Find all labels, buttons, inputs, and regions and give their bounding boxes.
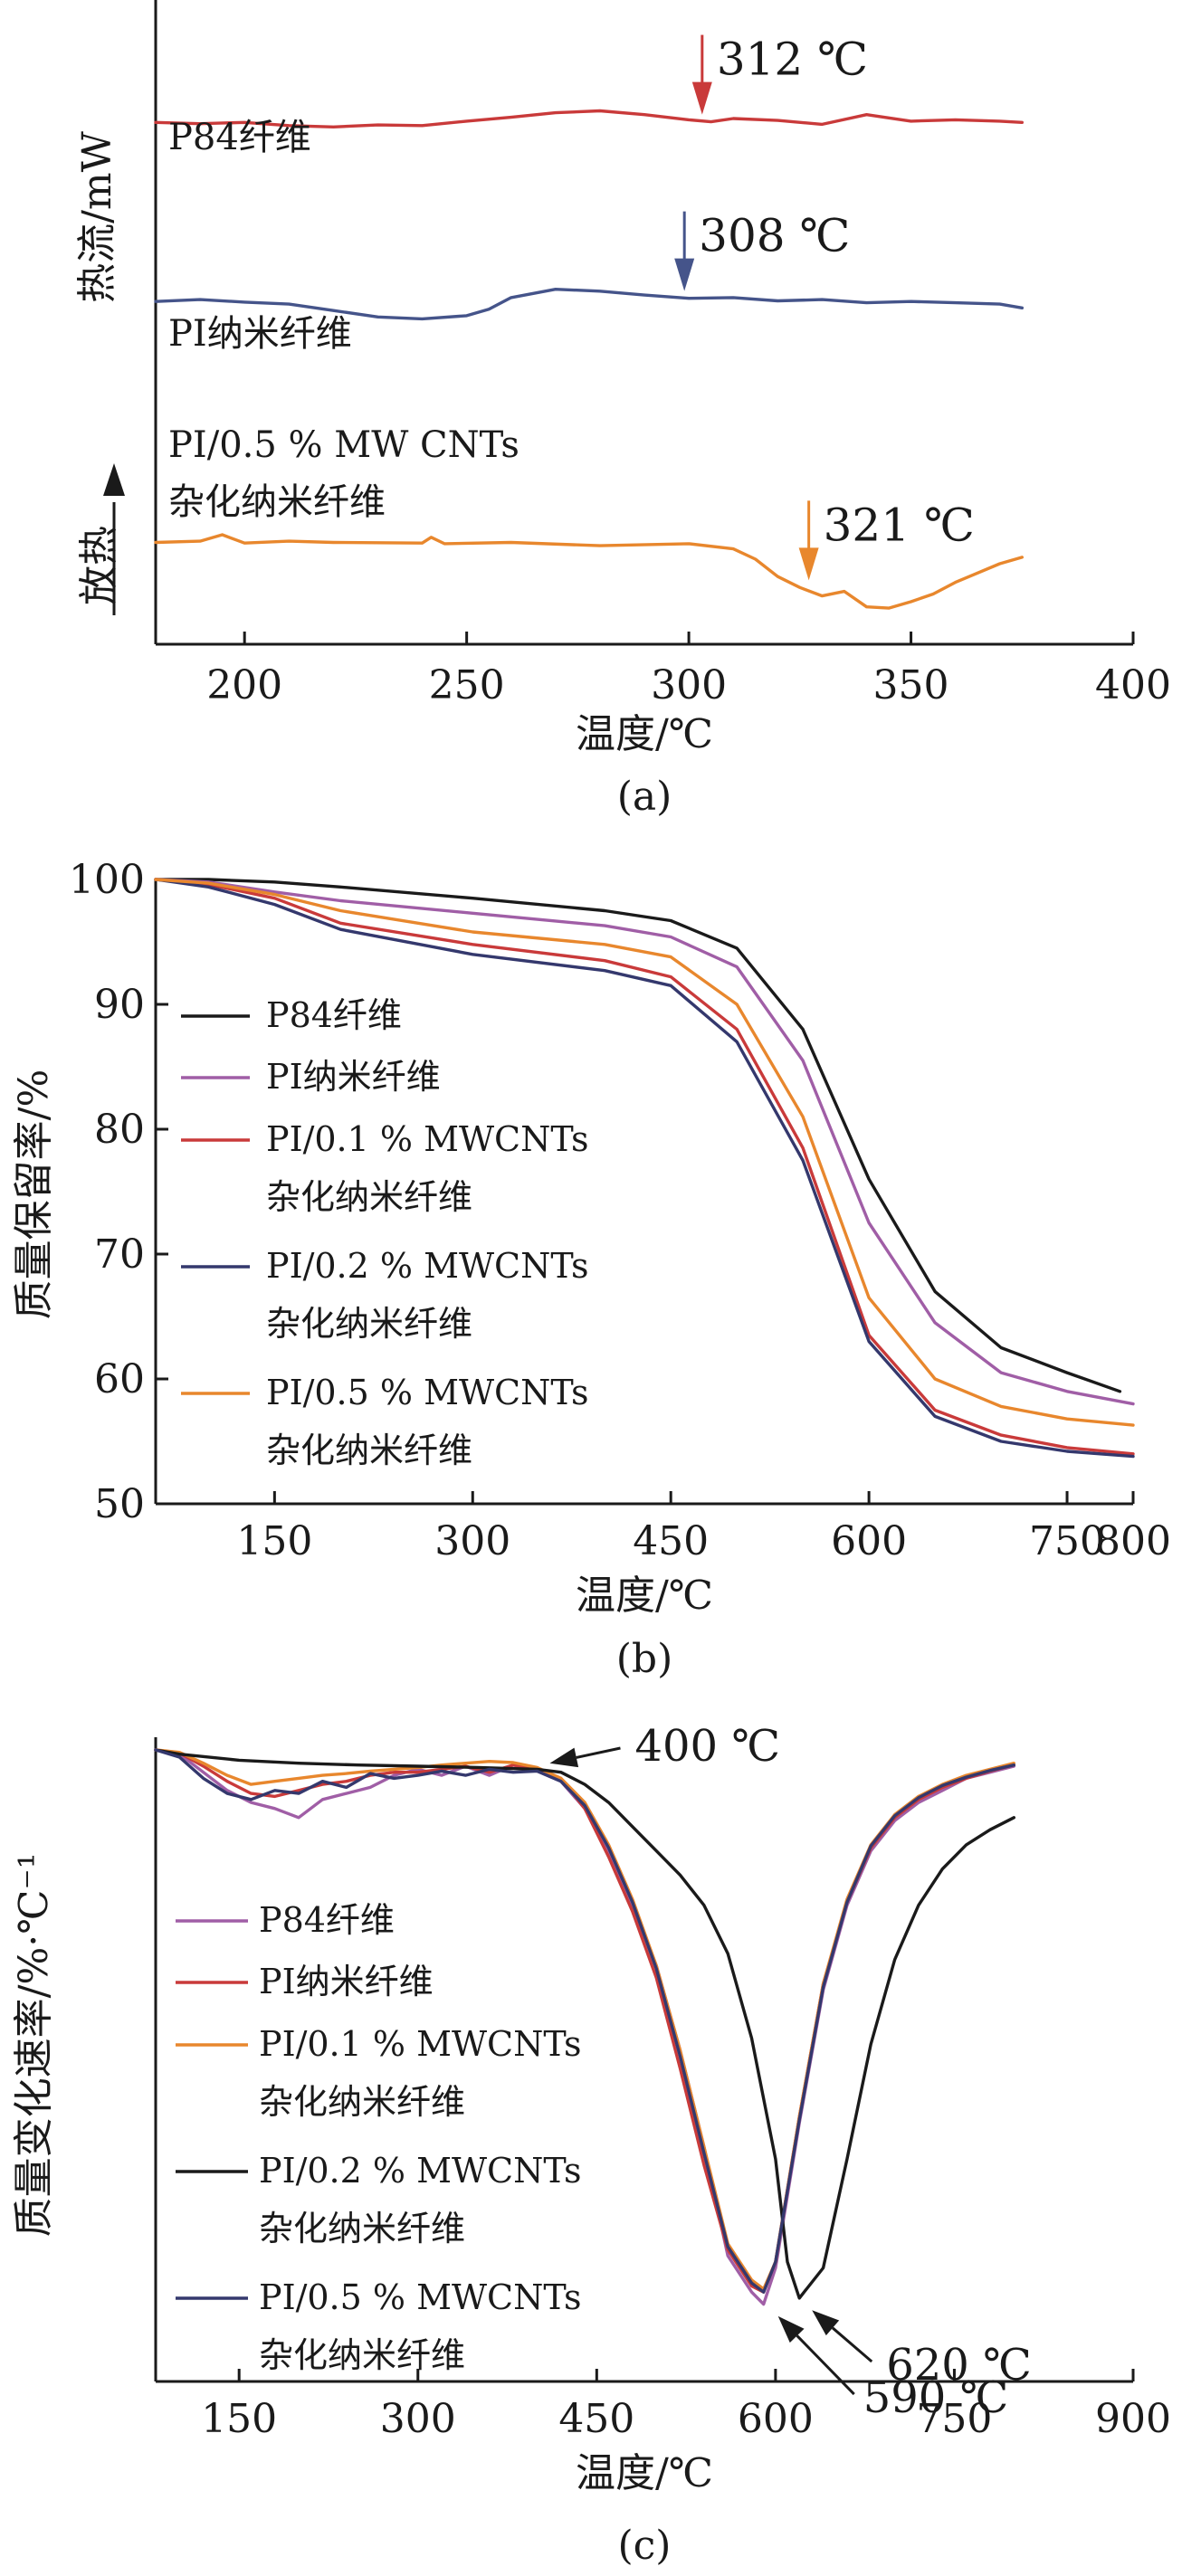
legend-label: P84纤维 — [266, 995, 402, 1035]
panel-b-xlabel: 温度/℃ — [576, 1573, 713, 1619]
annotation-arrow-icon — [549, 1747, 579, 1768]
x-tick-label: 150 — [236, 1518, 312, 1564]
legend-label: PI/0.2 % MWCNTs — [266, 1246, 588, 1286]
legend-label: 杂化纳米纤维 — [259, 2209, 465, 2248]
annotation-arrow-icon — [777, 2315, 805, 2343]
x-tick-label: 200 — [206, 662, 282, 708]
x-tick-label: 750 — [916, 2396, 992, 2442]
annotation-arrow-shaft — [796, 2334, 855, 2396]
panel-c: 150 300 450 600 750 900 P84纤维 PI纳米纤维 PI/0.1 % M… — [11, 1721, 1171, 2569]
series-label: PI/0.5 % MW CNTs — [168, 424, 520, 466]
y-tick-label: 60 — [94, 1356, 145, 1402]
y-tick-label: 70 — [94, 1231, 145, 1278]
series-line — [154, 878, 1135, 1427]
annotation-label: 620 ℃ — [886, 2340, 1032, 2391]
x-tick-label: 900 — [1095, 2396, 1171, 2442]
panel-c-caption: (c) — [618, 2523, 672, 2569]
panel-a-ylabel: 热流/mW — [74, 130, 120, 303]
annotation-arrow-icon — [691, 81, 712, 115]
series-line — [154, 533, 1024, 610]
series-label: P84纤维 — [168, 117, 311, 158]
series-line — [154, 878, 1135, 1459]
legend-label: 杂化纳米纤维 — [266, 1177, 472, 1217]
legend-label: PI/0.5 % MWCNTs — [266, 1373, 588, 1412]
legend-label: PI纳米纤维 — [259, 1962, 434, 2001]
annotation-arrow-icon — [812, 2310, 840, 2336]
x-tick-label: 800 — [1095, 1518, 1171, 1564]
series-label: 杂化纳米纤维 — [168, 481, 386, 523]
x-tick-label: 350 — [873, 662, 949, 708]
series-line — [154, 1748, 1015, 2300]
legend-label: 杂化纳米纤维 — [266, 1304, 472, 1344]
series-line — [154, 109, 1024, 128]
series-line — [154, 288, 1024, 321]
legend-label: PI/0.2 % MWCNTs — [259, 2151, 581, 2191]
panel-b-ylabel: 质量保留率/% — [11, 1069, 57, 1320]
panel-c-xlabel: 温度/℃ — [576, 2450, 713, 2496]
series-line — [154, 878, 1122, 1393]
x-tick-label: 300 — [651, 662, 727, 708]
x-tick-label: 150 — [201, 2396, 277, 2442]
annotation-label: 308 ℃ — [699, 210, 850, 262]
legend-label: 杂化纳米纤维 — [259, 2335, 465, 2375]
legend-label: 杂化纳米纤维 — [259, 2082, 465, 2122]
x-tick-label: 300 — [434, 1518, 510, 1564]
annotation-arrow-icon — [798, 547, 819, 581]
series-line — [154, 1748, 1015, 2294]
annotation-label: 321 ℃ — [824, 499, 975, 551]
legend-label: PI纳米纤维 — [266, 1057, 441, 1097]
annotation-label: 400 ℃ — [634, 1721, 780, 1772]
x-tick-label: 750 — [1029, 1518, 1105, 1564]
panel-c-ylabel: 质量变化速率/%·℃⁻¹ — [11, 1853, 57, 2238]
exotherm-arrow-icon — [103, 463, 125, 496]
x-tick-label: 400 — [1095, 662, 1171, 708]
panel-a-caption: (a) — [617, 774, 672, 820]
annotation-arrow-icon — [674, 258, 695, 291]
y-tick-label: 90 — [94, 982, 145, 1028]
annotation-arrow-shaft — [576, 1746, 621, 1759]
legend-label: PI/0.1 % MWCNTs — [259, 2024, 581, 2064]
panel-b-caption: (b) — [616, 1636, 673, 1682]
x-tick-label: 250 — [429, 662, 505, 708]
x-tick-label: 450 — [633, 1518, 709, 1564]
panel-a: 200 250 300 350 400 P84纤维 PI纳米纤维 PI/0.5 % MW C… — [74, 0, 1171, 820]
y-tick-label: 80 — [94, 1107, 145, 1153]
y-tick-label: 100 — [69, 857, 145, 903]
panel-a-xlabel: 温度/℃ — [576, 711, 713, 757]
annotation-label: 312 ℃ — [717, 33, 868, 86]
legend-label: P84纤维 — [259, 1900, 395, 1940]
annotation-arrow-shaft — [831, 2326, 873, 2363]
legend-label: PI/0.5 % MWCNTs — [259, 2277, 581, 2317]
legend-label: PI/0.1 % MWCNTs — [266, 1119, 588, 1159]
x-tick-label: 300 — [380, 2396, 456, 2442]
x-tick-label: 450 — [558, 2396, 634, 2442]
annotation-label: 590 ℃ — [863, 2372, 1009, 2423]
series-line — [154, 878, 1135, 1456]
x-tick-label: 600 — [831, 1518, 907, 1564]
series-label: PI纳米纤维 — [168, 313, 352, 355]
legend-label: 杂化纳米纤维 — [266, 1431, 472, 1470]
y-tick-label: 50 — [94, 1481, 145, 1527]
x-tick-label: 600 — [738, 2396, 814, 2442]
series-line — [154, 878, 1135, 1406]
